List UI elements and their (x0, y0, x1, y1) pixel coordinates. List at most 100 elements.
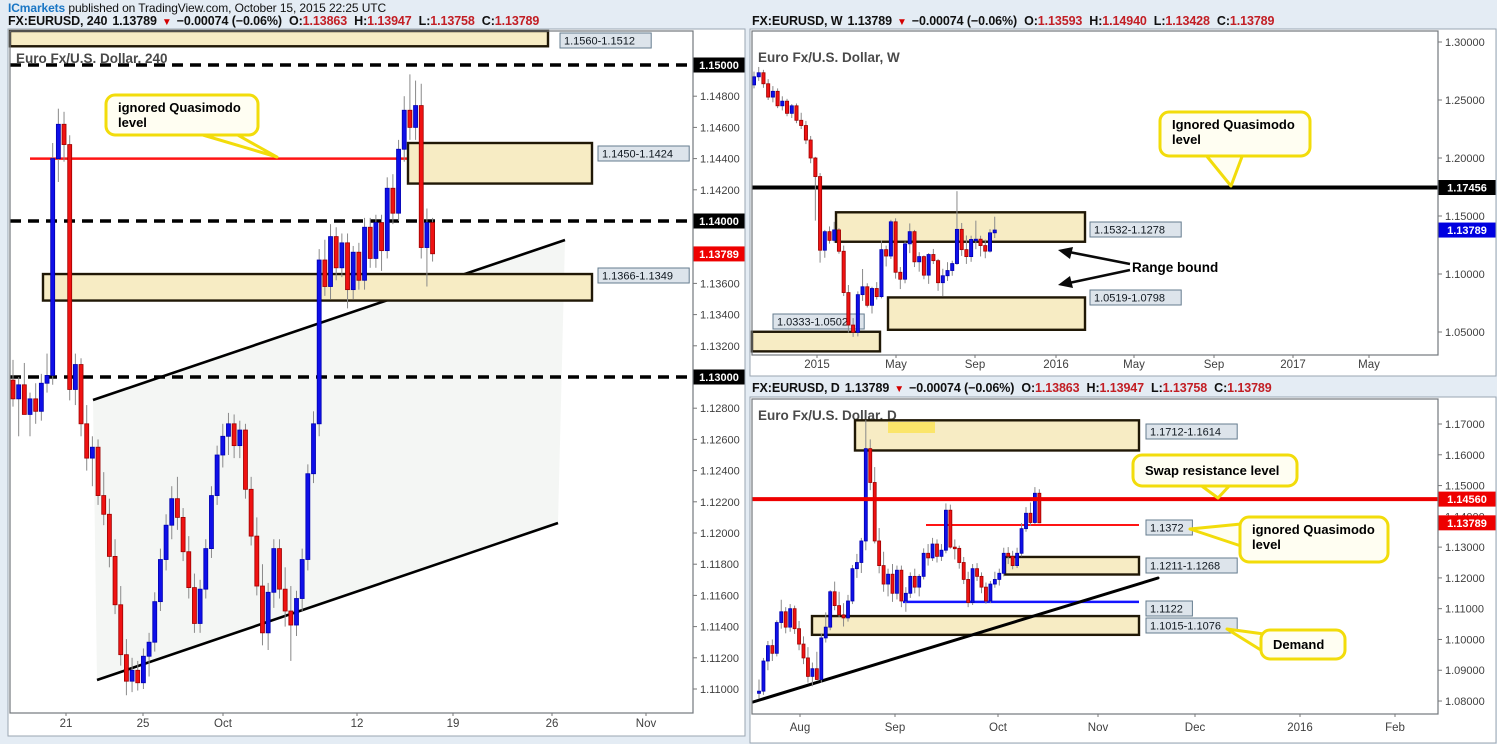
candle-up (828, 591, 833, 628)
callout-bubble[interactable] (1259, 628, 1347, 661)
candle-down (912, 231, 917, 263)
candle-down (379, 222, 384, 252)
zone-price-label[interactable] (1089, 289, 1182, 306)
candle-down (124, 654, 129, 682)
price-axis-label: 1.25000 (1445, 95, 1485, 107)
candle-down (277, 548, 282, 590)
price-axis-label: 1.11200 (700, 653, 739, 665)
zone-price-label[interactable] (1145, 617, 1238, 634)
candle-down (931, 254, 936, 262)
candle-down (407, 109, 413, 128)
candle-down (881, 565, 886, 585)
low-value: 1.13758 (430, 14, 475, 28)
author-link[interactable]: ICmarkets (8, 1, 66, 15)
candle-up (50, 158, 56, 376)
callout-bubble[interactable] (1158, 110, 1312, 158)
price-axis-label: 1.13600 (700, 278, 740, 290)
candle-down (926, 552, 930, 559)
candle-up (163, 524, 169, 560)
candle-down (770, 645, 775, 654)
high-value: 1.13947 (367, 14, 412, 28)
zone-price-label-text: 1.1712-1.1614 (1150, 427, 1221, 439)
candle-up (44, 375, 50, 384)
candle-up (197, 588, 203, 624)
time-axis-label: 26 (546, 718, 559, 730)
channel-trendline[interactable] (96, 521, 559, 682)
candle-up (859, 540, 864, 563)
candle-down (106, 513, 112, 557)
callout-bubble[interactable] (104, 93, 260, 137)
candle-up (822, 231, 827, 251)
candle-up (895, 569, 899, 594)
zone-price-label[interactable] (772, 313, 865, 330)
range-arrow[interactable] (1068, 250, 1131, 266)
candle-up (294, 598, 299, 626)
zone-price-label[interactable] (597, 145, 690, 162)
supply-demand-zone-box[interactable] (810, 614, 1141, 637)
supply-demand-zone-box[interactable] (853, 419, 1141, 452)
zone-price-label[interactable] (1145, 423, 1238, 440)
candle-down (67, 144, 73, 390)
time-axis-label: Oct (989, 722, 1008, 734)
chart-canvas[interactable] (752, 31, 1438, 355)
zone-price-label[interactable] (597, 267, 690, 284)
candle-down (952, 546, 957, 550)
open-value: 1.13863 (1035, 381, 1080, 395)
time-axis-label: 12 (351, 718, 364, 730)
candle-down (841, 250, 846, 293)
candle-down (797, 628, 801, 645)
callout-bubble[interactable] (1238, 515, 1390, 564)
time-axis-label: 25 (137, 718, 150, 730)
candlestick-series (10, 74, 435, 696)
zone-price-label[interactable] (1145, 557, 1238, 574)
range-arrow[interactable] (1068, 268, 1131, 285)
candle-down (984, 586, 988, 602)
candle-up (129, 669, 135, 682)
zone-price-label-text: 1.0519-1.0798 (1094, 293, 1165, 305)
supply-demand-zone-box[interactable] (8, 29, 550, 48)
price-axis-label: 1.14400 (700, 154, 740, 166)
range-bound-text[interactable]: Range bound (1132, 260, 1218, 275)
zone-price-label[interactable] (1145, 600, 1193, 617)
candle-down (846, 292, 851, 326)
chart-watermark: Euro Fx/U.S. Dollar, 240 (16, 51, 168, 66)
candle-down (877, 540, 882, 566)
candle-up (339, 242, 345, 269)
candle-down (282, 588, 288, 612)
candle-up (921, 552, 926, 577)
candle-up (973, 238, 978, 242)
price-axis-label: 1.14800 (700, 91, 740, 103)
candle-down (243, 429, 248, 490)
zone-price-label[interactable] (559, 32, 652, 49)
supply-demand-zone-box[interactable] (750, 330, 882, 353)
price-axis-label: 1.11800 (700, 559, 739, 571)
candle-down (868, 448, 873, 483)
candle-up (299, 559, 305, 599)
high-label: H: (354, 14, 368, 28)
channel-trendline[interactable] (92, 238, 566, 402)
candle-down (1037, 492, 1042, 524)
zone-price-label[interactable] (1089, 221, 1182, 238)
supply-demand-zone-box[interactable] (406, 141, 594, 185)
candle-down (921, 256, 926, 276)
candle-up (203, 548, 209, 590)
time-axis-label: 21 (60, 718, 73, 730)
callout-text: Demand (1273, 637, 1324, 652)
change-value: −0.00074 (−0.06%) (909, 381, 1015, 395)
candle-up (879, 249, 884, 298)
supply-demand-zone-box[interactable] (1003, 555, 1141, 576)
candle-up (413, 105, 418, 128)
down-triangle-icon: ▼ (894, 384, 905, 395)
candle-down (814, 668, 819, 680)
candle-down (935, 543, 939, 557)
callout-bubble[interactable] (1131, 453, 1299, 488)
candle-up (72, 364, 78, 390)
supply-demand-zone-box[interactable] (886, 296, 1087, 331)
candle-up (146, 641, 152, 657)
ascending-trendline[interactable] (751, 576, 1160, 704)
candle-up (888, 221, 893, 257)
candle-down (899, 569, 904, 602)
candle-up (214, 454, 220, 496)
